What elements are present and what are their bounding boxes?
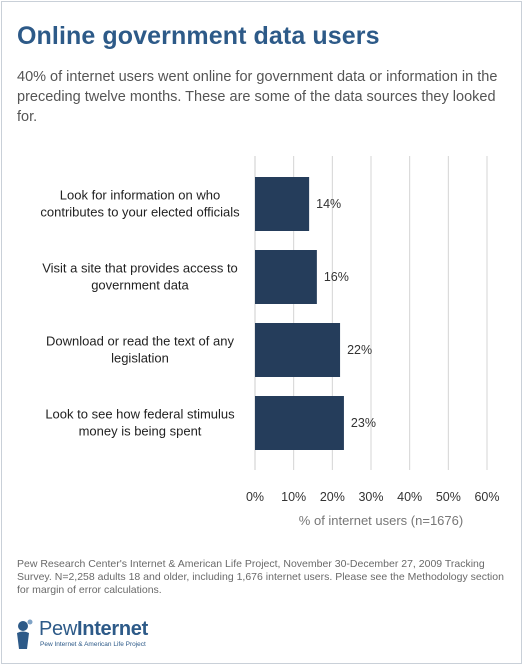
category-label: Look for information on who contributes t… bbox=[40, 188, 240, 220]
bar bbox=[255, 323, 341, 377]
footnote: Pew Research Center's Internet & America… bbox=[17, 558, 504, 596]
logo-internet: Internet bbox=[77, 618, 148, 640]
logo-subtitle: Pew Internet & American Life Project bbox=[40, 641, 146, 648]
x-tick-label: 40% bbox=[397, 490, 422, 504]
bar bbox=[255, 250, 317, 304]
data-label: 14% bbox=[316, 197, 341, 211]
data-label: 16% bbox=[324, 270, 349, 284]
x-tick-label: 30% bbox=[358, 490, 383, 504]
bar bbox=[255, 396, 344, 450]
x-tick-label: 10% bbox=[281, 490, 306, 504]
category-label: Visit a site that provides access to gove… bbox=[42, 261, 238, 293]
category-label: Look to see how federal stimulus money is… bbox=[45, 407, 235, 439]
x-axis-label: % of internet users (n=1676) bbox=[299, 513, 463, 528]
category-label: Download or read the text of any legislat… bbox=[46, 334, 234, 366]
page-title: Online government data users bbox=[17, 22, 380, 50]
x-tick-label: 50% bbox=[436, 490, 461, 504]
bar bbox=[255, 177, 310, 231]
x-tick-label: 60% bbox=[474, 490, 499, 504]
logo-pew: Pew bbox=[39, 618, 78, 640]
pew-logo-icon bbox=[17, 619, 33, 649]
x-tick-label: 0% bbox=[246, 490, 264, 504]
pew-internet-logo: PewInternet Pew Internet & American Life… bbox=[14, 616, 164, 652]
data-label: 22% bbox=[347, 343, 372, 357]
data-label: 23% bbox=[351, 416, 376, 430]
page-subtitle: 40% of internet users went online for go… bbox=[17, 69, 498, 125]
x-tick-label: 20% bbox=[320, 490, 345, 504]
